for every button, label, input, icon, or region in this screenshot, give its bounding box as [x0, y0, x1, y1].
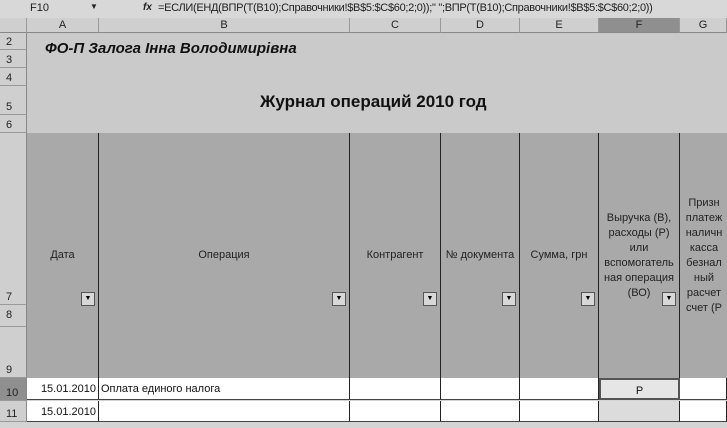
column-header-d[interactable]: D [441, 18, 520, 33]
row-header-7[interactable]: 7 [0, 133, 27, 305]
column-header-b[interactable]: B [99, 18, 350, 33]
cell-g11[interactable] [680, 401, 727, 422]
column-header-g[interactable]: G [680, 18, 727, 33]
chevron-down-icon[interactable]: ▼ [90, 2, 98, 11]
cell-d11[interactable] [441, 401, 520, 422]
cell-c11[interactable] [350, 401, 441, 422]
filter-dropdown-icon[interactable]: ▼ [423, 292, 437, 306]
column-header-f[interactable]: F [599, 18, 680, 33]
filter-dropdown-icon[interactable]: ▼ [81, 292, 95, 306]
row-header-3[interactable]: 3 [0, 50, 27, 68]
row-header-10[interactable]: 10 [0, 378, 27, 401]
column-header-a[interactable]: A [27, 18, 99, 33]
filter-dropdown-icon[interactable]: ▼ [662, 292, 676, 306]
column-header-e[interactable]: E [520, 18, 599, 33]
header-label: Дата [50, 249, 75, 261]
header-doc-number: № документа ▼ [441, 133, 520, 378]
header-payment: Призн платеж наличн касса безнал ный рас… [680, 133, 727, 378]
column-header-c[interactable]: C [350, 18, 441, 33]
header-label: № документа [445, 249, 515, 261]
name-box[interactable]: F10 [30, 2, 49, 14]
header-label: Призн платеж наличн касса безнал ный рас… [685, 196, 723, 314]
sheet-title: Журнал операций 2010 год [260, 92, 487, 111]
cell-d10[interactable] [441, 378, 520, 400]
cell-e11[interactable] [520, 401, 599, 422]
row-header-5[interactable]: 5 [0, 86, 27, 115]
row-header-2[interactable]: 2 [0, 33, 27, 50]
row-header-8[interactable]: 8 [0, 305, 27, 327]
header-label: Операция [198, 249, 250, 261]
row-header-6[interactable]: 6 [0, 115, 27, 133]
cell-b10[interactable]: Оплата единого налога [99, 378, 350, 400]
header-date: Дата ▼ [27, 133, 99, 378]
cell-e10[interactable] [520, 378, 599, 400]
formula-bar: F10 ▼ fx =ЕСЛИ(ЕНД(ВПР(Т(B10);Справочник… [0, 0, 727, 18]
row-header-9[interactable]: 9 [0, 327, 27, 378]
formula-input[interactable]: =ЕСЛИ(ЕНД(ВПР(Т(B10);Справочники!$B$5:$C… [158, 2, 653, 14]
cell-a11[interactable]: 15.01.2010 [27, 401, 99, 422]
cell-f11[interactable] [599, 401, 680, 422]
header-type: Выручка (В), расходы (Р) или вспомогател… [599, 133, 680, 378]
filter-dropdown-icon[interactable]: ▼ [332, 292, 346, 306]
header-amount: Сумма, грн ▼ [520, 133, 599, 378]
owner-name: ФО-П Залога Інна Володимирівна [45, 40, 297, 57]
row-header-4[interactable]: 4 [0, 68, 27, 86]
header-operation: Операция ▼ [99, 133, 350, 378]
sheet-title-area [27, 33, 727, 133]
filter-dropdown-icon[interactable]: ▼ [581, 292, 595, 306]
header-label: Контрагент [366, 249, 424, 261]
header-label: Сумма, грн [530, 249, 588, 261]
function-icon[interactable]: fx [143, 2, 152, 13]
cell-c10[interactable] [350, 378, 441, 400]
cell-g10[interactable] [680, 378, 727, 400]
cell-a10[interactable]: 15.01.2010 [27, 378, 99, 400]
cell-f10-selected[interactable]: Р [599, 378, 680, 400]
header-counterparty: Контрагент ▼ [350, 133, 441, 378]
filter-dropdown-icon[interactable]: ▼ [502, 292, 516, 306]
row-header-11[interactable]: 11 [0, 401, 27, 422]
header-label: Выручка (В), расходы (Р) или вспомогател… [603, 211, 675, 299]
cell-b11[interactable] [99, 401, 350, 422]
select-all-corner[interactable] [0, 18, 27, 33]
